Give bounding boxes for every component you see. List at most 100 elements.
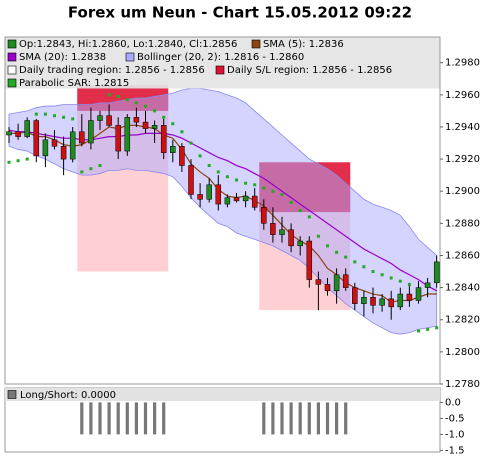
sar-dot [244, 181, 248, 185]
y-tick-label: -1.5 [445, 445, 465, 456]
sar-dot [380, 273, 384, 277]
legend-label: Daily S/L region: 1.2856 - 1.2856 [227, 65, 392, 76]
legend-marker [7, 65, 17, 75]
bar [80, 402, 84, 435]
candle-body [297, 240, 303, 247]
y-tick-label: 1.2980 [445, 58, 480, 69]
sar-dot [62, 115, 66, 119]
legend-marker [7, 39, 17, 49]
candle-body [24, 120, 30, 137]
candle-body [133, 117, 140, 123]
candle-body [215, 184, 222, 205]
y-tick-label: 1.2940 [445, 122, 480, 133]
sar-dot [153, 109, 157, 113]
sar-dot [389, 276, 393, 280]
y-tick-label: 1.2840 [445, 283, 480, 294]
bar [280, 402, 284, 435]
bar [89, 402, 93, 435]
sar-dot [298, 209, 302, 212]
sar-dot [125, 98, 129, 102]
sar-dot [171, 122, 175, 126]
y-tick-label: -0.5 [445, 413, 465, 424]
legend-bg [5, 37, 440, 89]
candle-body [315, 279, 322, 285]
candle-body [79, 131, 85, 144]
candle-body [342, 274, 349, 288]
candle-body [379, 298, 385, 306]
sar-dot [134, 101, 138, 105]
sar-dot [225, 175, 229, 179]
candle-body [179, 145, 185, 166]
y-tick-label: 1.2860 [445, 250, 480, 261]
candle-body [370, 297, 376, 306]
sar-dot [162, 115, 166, 119]
bar [262, 402, 266, 435]
candle-body [224, 197, 231, 205]
candle-body [106, 115, 112, 126]
candle-body [352, 287, 358, 304]
y-tick-label: 1.2960 [445, 90, 480, 101]
candle-body [42, 139, 49, 157]
sma-line [9, 124, 437, 303]
candle-body [261, 207, 267, 224]
sar-dot [407, 282, 411, 286]
candle-body [197, 194, 203, 200]
sar-dot [180, 130, 184, 134]
bar [107, 402, 111, 435]
y-tick-label: 1.2820 [445, 315, 480, 326]
sar-dot [25, 157, 29, 161]
sar-dot [326, 244, 329, 248]
sar-dot [417, 329, 420, 333]
candle-body [51, 139, 58, 147]
bar [298, 402, 302, 435]
sar-dot [16, 159, 20, 163]
sar-dot [144, 104, 147, 108]
candle-body [251, 195, 258, 208]
bar [134, 402, 138, 435]
sar-dot [280, 192, 284, 196]
candle-body [170, 145, 176, 153]
candle-body [142, 121, 149, 129]
bar [307, 402, 311, 435]
legend-marker [251, 39, 261, 49]
sar-dot [53, 114, 56, 118]
candle-body [15, 131, 21, 137]
sar-dot [189, 141, 193, 145]
legend-marker [7, 78, 17, 88]
legend-marker [7, 390, 17, 399]
candle-body [97, 115, 103, 121]
bar [143, 402, 148, 435]
sar-dot [198, 154, 202, 158]
candle-body [388, 298, 394, 308]
sar-dot [34, 112, 38, 116]
legend-marker [215, 65, 225, 75]
sar-dot [353, 260, 357, 264]
sar-dot [362, 265, 366, 269]
candle-body [397, 293, 404, 308]
bar [344, 402, 348, 435]
candle-body [206, 184, 212, 200]
candle-body [424, 282, 431, 288]
y-tick-label: 1.2920 [445, 154, 480, 165]
candle-body [270, 223, 276, 235]
legend-label: SMA (20): 1.2838 [19, 52, 106, 63]
bar [271, 402, 275, 435]
candle-body [69, 131, 76, 160]
sar-dot [71, 117, 75, 121]
sar-dot [216, 170, 220, 174]
candle-body [361, 297, 367, 304]
candle-body [306, 240, 313, 280]
legend-marker [125, 52, 135, 62]
legend-label: Daily trading region: 1.2856 - 1.2856 [19, 65, 205, 76]
sar-dot [335, 250, 339, 254]
bar [98, 402, 102, 435]
candle-body [242, 195, 249, 202]
chart-title: Forex um Neun - Chart 15.05.2012 09:22 [68, 4, 412, 22]
candle-body [33, 120, 40, 157]
sar-dot [235, 178, 238, 182]
bar [116, 402, 120, 435]
y-tick-label: 1.2780 [445, 379, 480, 390]
candle-body [233, 197, 240, 202]
sar-dot [344, 255, 348, 259]
